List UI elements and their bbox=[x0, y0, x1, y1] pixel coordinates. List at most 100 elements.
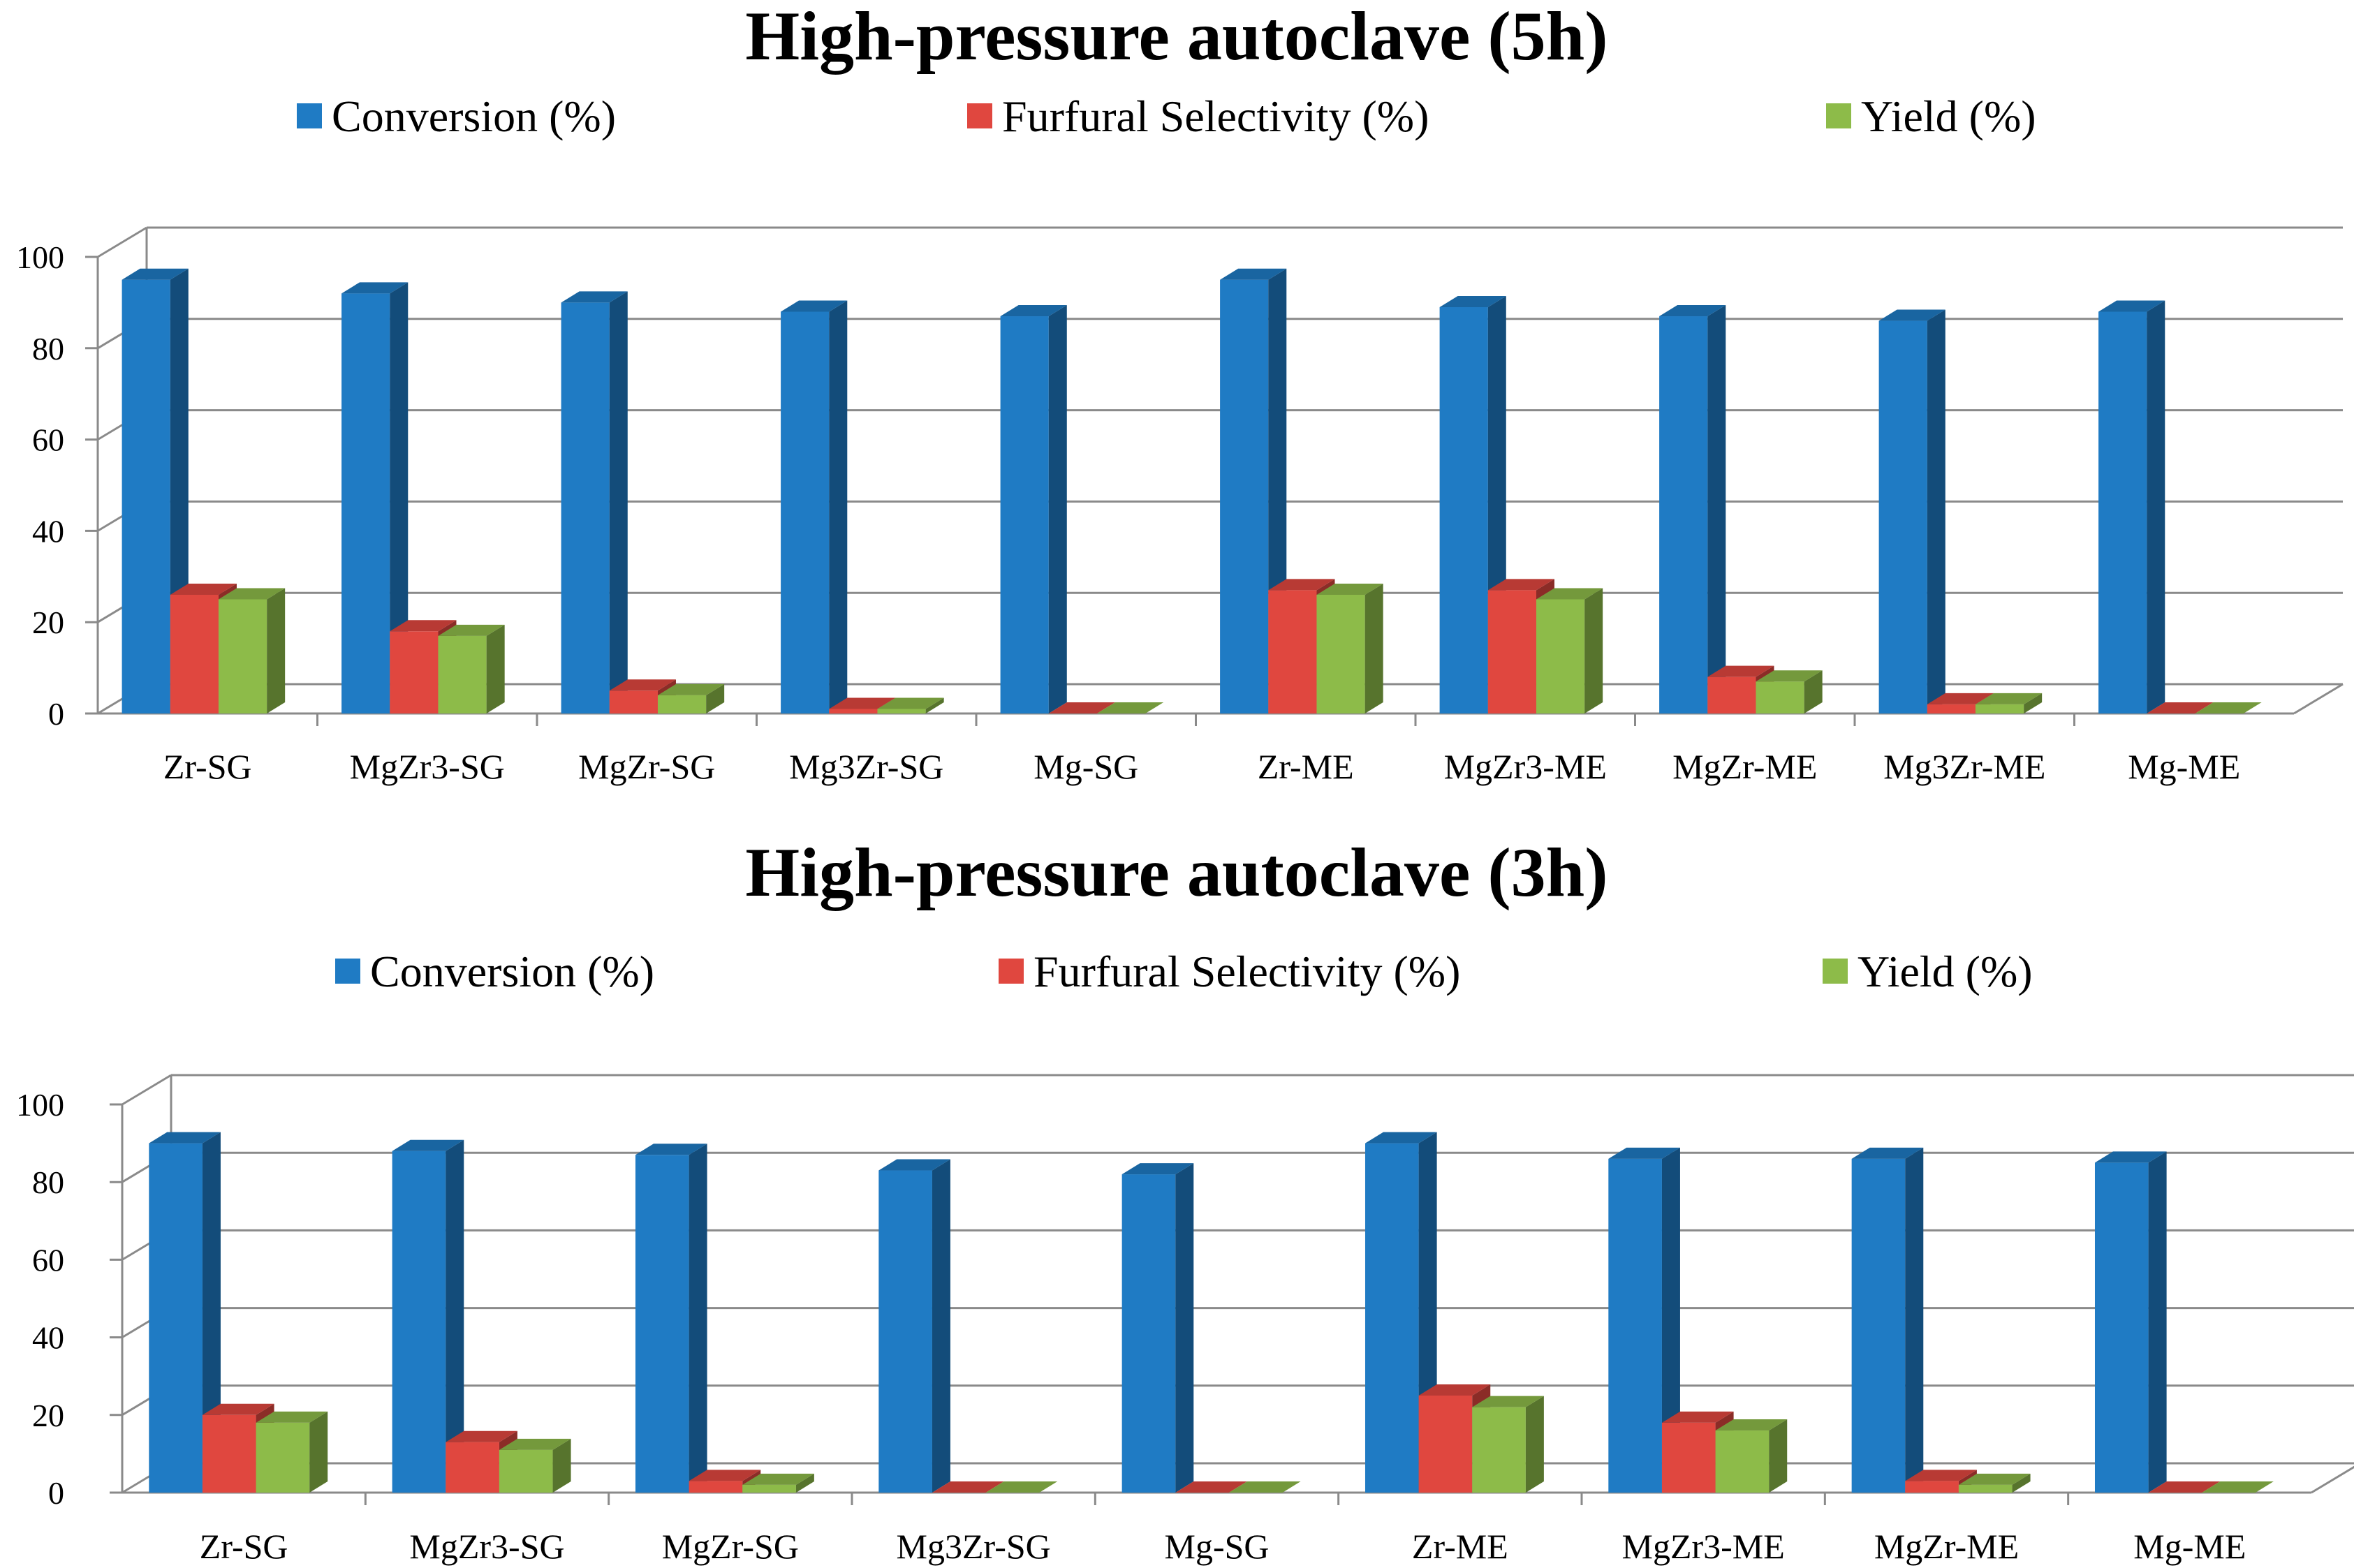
bar-top bbox=[1220, 268, 1287, 280]
bar-side bbox=[202, 1132, 221, 1493]
bar bbox=[2195, 702, 2262, 713]
legend-label: Furfural Selectivity (%) bbox=[1002, 91, 1429, 141]
bar-side bbox=[1927, 309, 1945, 713]
category-label: MgZr3-SG bbox=[350, 747, 505, 786]
bar-front bbox=[1000, 316, 1049, 713]
bar bbox=[149, 1132, 221, 1493]
bar-side bbox=[1804, 670, 1823, 713]
bar-side bbox=[689, 1144, 707, 1493]
bar-top bbox=[657, 683, 725, 695]
gridline-diagonal bbox=[122, 1074, 172, 1106]
bar bbox=[781, 300, 848, 714]
bar-top bbox=[390, 620, 457, 632]
category-label: MgZr3-ME bbox=[1444, 747, 1607, 786]
bar-top bbox=[609, 679, 676, 691]
category-label: Zr-ME bbox=[1412, 1527, 1508, 1566]
category-label: Zr-ME bbox=[1258, 747, 1354, 786]
bar-front bbox=[742, 1484, 796, 1493]
category-label: MgZr3-SG bbox=[409, 1527, 564, 1566]
bar-side bbox=[552, 1438, 571, 1493]
y-tick-label: 80 bbox=[32, 331, 64, 367]
bar-front bbox=[829, 709, 878, 713]
bar-front bbox=[1927, 704, 1976, 713]
bar bbox=[1536, 588, 1603, 713]
bar bbox=[932, 1481, 1004, 1493]
bar bbox=[1715, 1419, 1788, 1493]
bar-top bbox=[499, 1438, 571, 1450]
bar-top bbox=[446, 1430, 517, 1442]
category-label: Mg-ME bbox=[2133, 1527, 2246, 1566]
bar bbox=[2147, 702, 2214, 713]
y-tick-label: 100 bbox=[16, 1087, 64, 1123]
bar-front bbox=[438, 635, 487, 713]
bar-top bbox=[742, 1473, 814, 1485]
bar bbox=[1958, 1473, 2031, 1493]
bar-front bbox=[1472, 1407, 1526, 1493]
bar-side bbox=[1364, 583, 1383, 713]
y-tick-label: 40 bbox=[32, 1320, 64, 1356]
bar bbox=[1175, 1481, 1247, 1493]
bar-front bbox=[1975, 704, 2024, 713]
category-label: MgZr-ME bbox=[1874, 1527, 2019, 1566]
bar-top bbox=[1000, 305, 1067, 317]
floor-right-edge bbox=[2293, 683, 2344, 715]
bar-front bbox=[1418, 1396, 1473, 1493]
bar-front bbox=[202, 1414, 256, 1493]
bar-side bbox=[446, 1139, 464, 1493]
legend-swatch bbox=[1826, 103, 1851, 128]
gridline-diagonal bbox=[97, 226, 147, 258]
bar-front bbox=[1851, 1158, 1906, 1493]
bar bbox=[1756, 670, 1823, 713]
bar-side bbox=[2024, 693, 2043, 713]
bar-top bbox=[170, 583, 237, 595]
category-label: Mg-SG bbox=[1033, 747, 1138, 786]
bar bbox=[1608, 1147, 1680, 1493]
category-label: Mg-ME bbox=[2128, 747, 2240, 786]
bar-front bbox=[2094, 1162, 2149, 1493]
bar-top bbox=[2148, 1481, 2221, 1493]
category-label: Mg3Zr-SG bbox=[897, 1527, 1051, 1566]
bar-front bbox=[341, 293, 390, 713]
bar bbox=[1472, 1396, 1544, 1493]
bar-top bbox=[1487, 579, 1554, 591]
bar-top bbox=[1851, 1147, 1924, 1159]
bar-top bbox=[218, 588, 286, 600]
bar-top bbox=[781, 300, 848, 312]
category-label: MgZr-SG bbox=[578, 747, 715, 786]
bar bbox=[218, 588, 286, 713]
legend-label: Furfural Selectivity (%) bbox=[1033, 947, 1460, 996]
bar-top bbox=[2195, 702, 2262, 713]
bar bbox=[1418, 1384, 1491, 1493]
legend-swatch bbox=[1823, 959, 1848, 984]
legend: Conversion (%) Furfural Selectivity (%) Yi… bbox=[297, 91, 2036, 141]
y-tick-label: 40 bbox=[32, 513, 64, 549]
bar bbox=[742, 1473, 814, 1493]
bar-side bbox=[2147, 300, 2165, 714]
legend-swatch bbox=[335, 959, 360, 984]
bar-front bbox=[1878, 320, 1927, 713]
bar-top bbox=[1927, 693, 1994, 704]
bar bbox=[877, 697, 944, 713]
bar-top bbox=[2147, 702, 2214, 713]
floor-right-edge bbox=[2311, 1465, 2354, 1494]
bar-top bbox=[2098, 300, 2165, 312]
bar-side bbox=[1905, 1147, 1924, 1493]
y-tick-label: 0 bbox=[48, 1475, 64, 1511]
bar-front bbox=[1487, 590, 1536, 713]
category-label: Zr-SG bbox=[163, 747, 252, 786]
bar-front bbox=[1316, 594, 1365, 713]
bar-front bbox=[609, 690, 658, 713]
bar-top bbox=[1439, 295, 1506, 307]
category-label: MgZr-ME bbox=[1672, 747, 1817, 786]
bar-top bbox=[1228, 1481, 1301, 1493]
bar-side bbox=[1661, 1147, 1680, 1493]
bar bbox=[2148, 1481, 2221, 1493]
y-tick-label: 20 bbox=[32, 605, 64, 640]
bars bbox=[149, 1132, 2274, 1493]
bar bbox=[256, 1411, 328, 1493]
bar-side bbox=[486, 624, 505, 713]
bar-front bbox=[122, 279, 170, 713]
bar-side bbox=[309, 1411, 328, 1493]
bar-side bbox=[2148, 1151, 2167, 1493]
